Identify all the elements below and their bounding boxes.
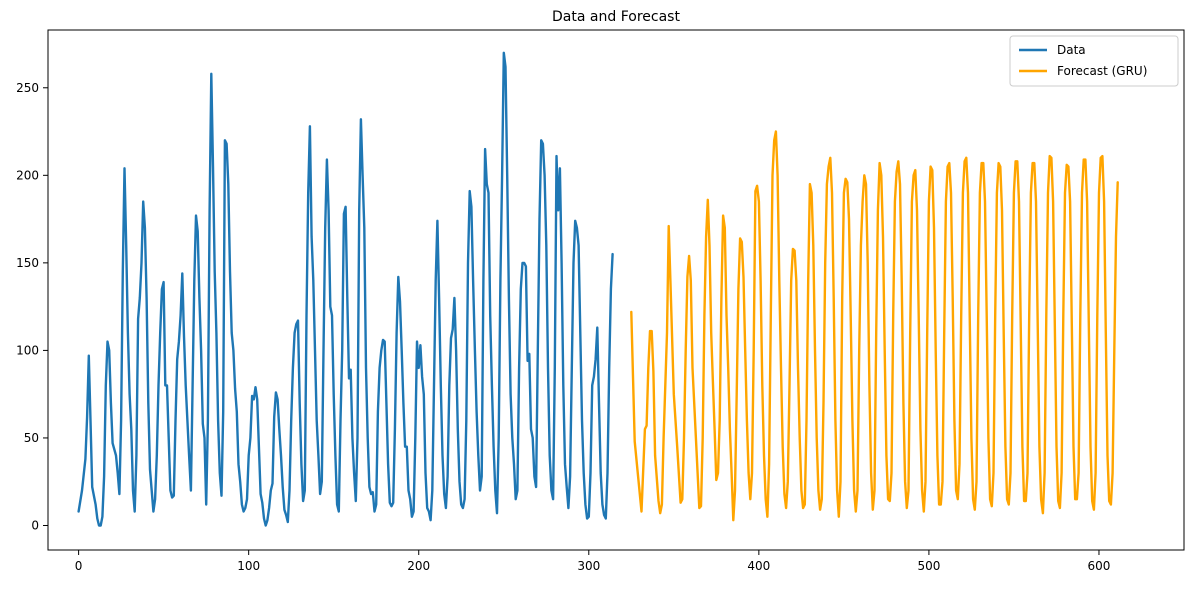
chart-title: Data and Forecast [552,9,680,25]
x-tick-label: 300 [577,559,600,573]
x-tick-label: 500 [917,559,940,573]
y-tick-label: 200 [16,168,39,182]
y-tick-label: 0 [31,518,39,532]
y-tick-label: 150 [16,256,39,270]
series-line-forecast [630,130,1119,522]
legend-label: Forecast (GRU) [1057,64,1147,78]
y-tick-label: 250 [16,81,39,95]
x-tick-label: 0 [75,559,83,573]
y-tick-label: 100 [16,343,39,357]
legend-box [1009,35,1179,87]
series-layer [77,51,1119,527]
y-axis-ticks: 0 50 100 150 200 250 [16,81,48,532]
x-tick-label: 200 [407,559,430,573]
axes-frame [47,29,1185,551]
y-tick-label: 50 [24,431,39,445]
x-tick-label: 100 [237,559,260,573]
legend: Data Forecast (GRU) [1009,35,1179,87]
x-tick-label: 400 [747,559,770,573]
x-axis-ticks: 0 100 200 300 400 500 600 [75,550,1111,573]
plot-area-border [47,29,1185,551]
legend-label: Data [1057,43,1086,57]
series-line-data [77,51,614,527]
x-tick-label: 600 [1088,559,1111,573]
